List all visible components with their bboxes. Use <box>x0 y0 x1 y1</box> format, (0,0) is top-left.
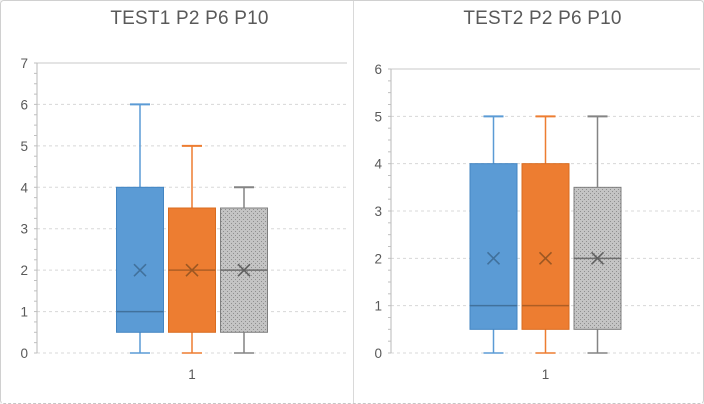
svg-text:4: 4 <box>20 180 28 195</box>
svg-text:1: 1 <box>374 299 382 314</box>
svg-text:3: 3 <box>374 204 382 219</box>
svg-text:0: 0 <box>374 346 382 361</box>
svg-text:1: 1 <box>20 305 28 320</box>
chart-panel-test1: TEST1 P2 P6 P10 0 1 2 3 4 5 6 7 1 <box>1 1 352 403</box>
svg-text:0: 0 <box>20 346 28 361</box>
svg-text:5: 5 <box>20 139 28 154</box>
svg-text:1: 1 <box>188 367 196 382</box>
svg-text:6: 6 <box>20 97 28 112</box>
chart-title-test2: TEST2 P2 P6 P10 <box>463 8 622 29</box>
chart-title-test1: TEST1 P2 P6 P10 <box>110 8 269 29</box>
svg-text:6: 6 <box>374 62 382 77</box>
chart-panel-test2: TEST2 P2 P6 P10 0 1 2 3 4 5 6 1 <box>353 1 703 403</box>
svg-text:2: 2 <box>20 263 28 278</box>
svg-text:4: 4 <box>374 157 382 172</box>
svg-text:3: 3 <box>20 222 28 237</box>
svg-text:7: 7 <box>20 56 28 71</box>
svg-text:1: 1 <box>542 367 550 382</box>
svg-text:2: 2 <box>374 251 382 266</box>
svg-text:5: 5 <box>374 109 382 124</box>
boxplot-svg-test1: 0 1 2 3 4 5 6 7 1 <box>20 56 347 382</box>
boxplot-svg-test2: 0 1 2 3 4 5 6 1 <box>374 62 700 382</box>
